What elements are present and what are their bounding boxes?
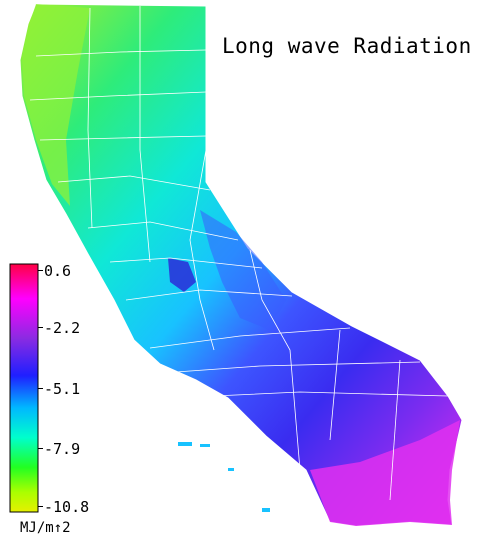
tick-mark — [38, 327, 43, 328]
colorbar-tick-label: -5.1 — [44, 380, 81, 398]
county-boundaries — [29, 6, 449, 501]
colorbar-units: MJ/m↑2 — [20, 520, 71, 536]
tick-mark — [38, 506, 43, 507]
colorbar-gradient — [9, 263, 39, 513]
colorbar-tick-label: -7.9 — [44, 440, 81, 458]
colorbar-tick-label: -2.2 — [44, 319, 81, 337]
map-title: Long wave Radiation — [222, 34, 472, 58]
sierra-blue-zone — [200, 210, 286, 330]
colorbar-tick-label: 0.6 — [44, 262, 72, 280]
tick-mark — [38, 448, 43, 449]
colorbar-tick-label: -10.8 — [44, 498, 90, 516]
tick-mark — [38, 270, 43, 271]
central-valley-blue-zone — [168, 258, 196, 292]
tick-mark — [38, 388, 43, 389]
desert-magenta-zone — [310, 420, 460, 526]
channel-islands — [178, 442, 270, 512]
